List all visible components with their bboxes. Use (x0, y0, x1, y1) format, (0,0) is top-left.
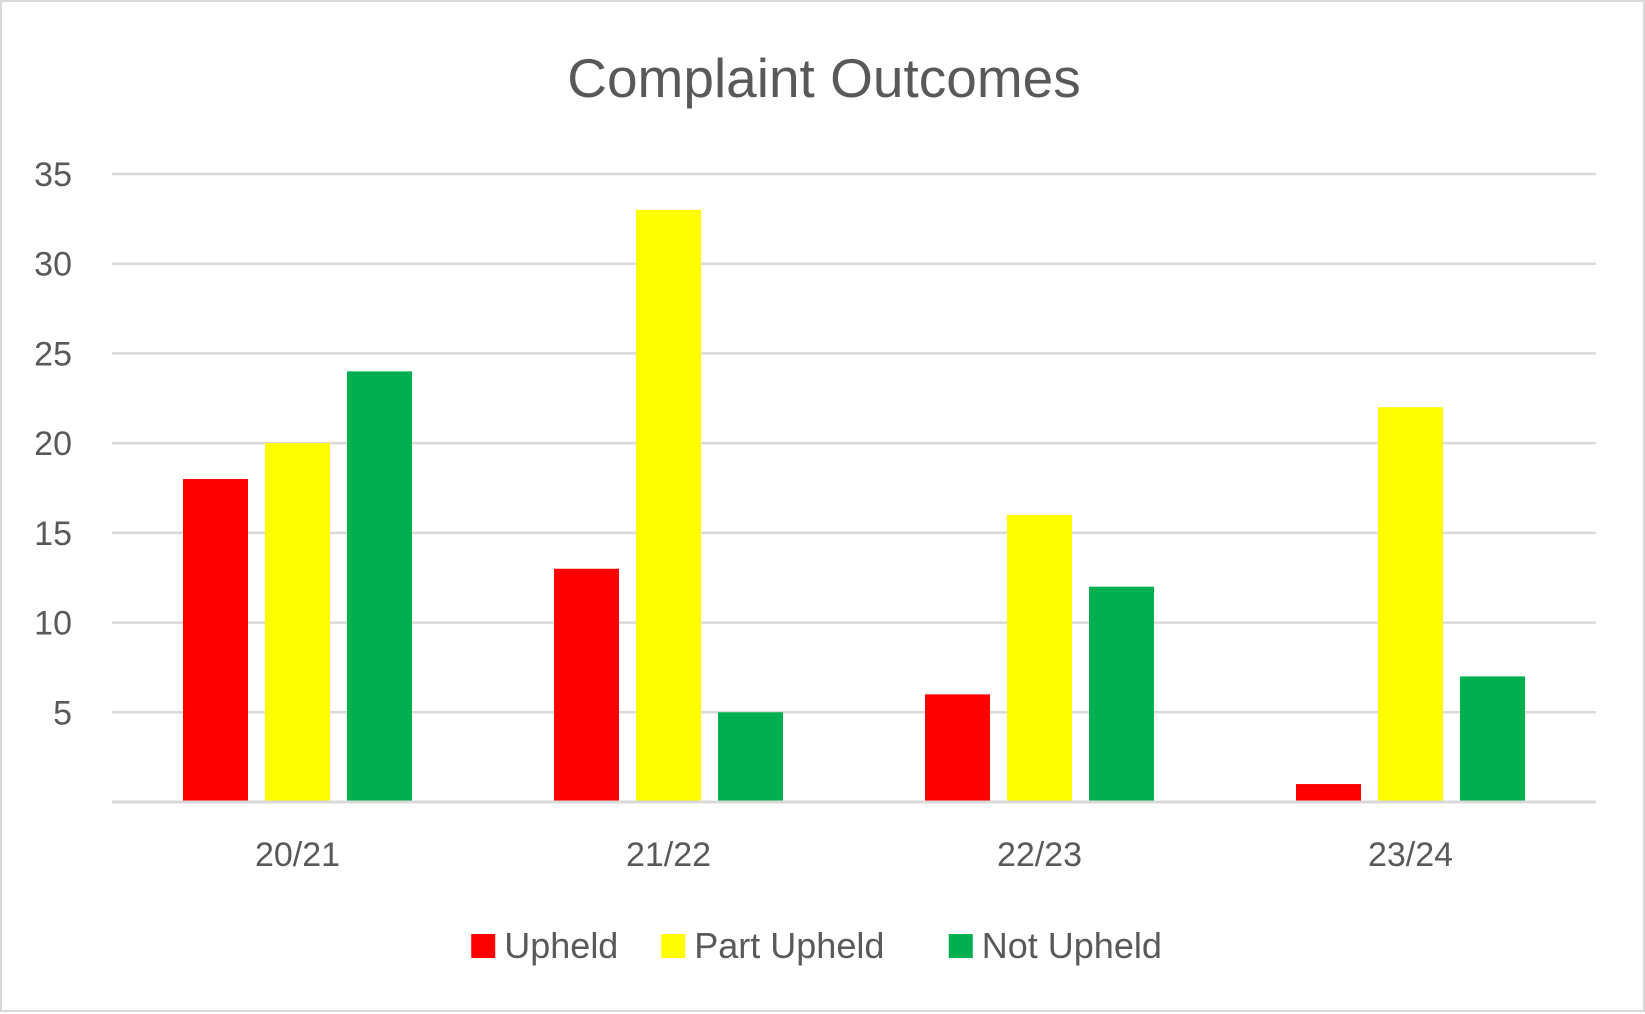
legend: Upheld Part Upheld Not Upheld (471, 925, 1162, 966)
legend-swatch (948, 934, 973, 958)
bar-upheld-1 (554, 568, 619, 802)
bar-part-upheld-2 (1007, 514, 1072, 802)
bar-not-upheld-3 (1460, 676, 1525, 802)
bar-part-upheld-1 (636, 209, 701, 802)
y-tick-label: 10 (34, 605, 72, 643)
legend-label: Part Upheld (694, 925, 884, 966)
bar-not-upheld-1 (718, 712, 783, 802)
x-tick-label: 20/21 (255, 836, 340, 874)
y-tick-label: 25 (34, 335, 72, 373)
chart-title: Complaint Outcomes (567, 47, 1081, 109)
bars (183, 209, 1525, 802)
y-tick-label: 20 (34, 425, 72, 463)
x-tick-label: 21/22 (626, 836, 711, 874)
y-tick-label: 35 (34, 156, 72, 194)
bar-part-upheld-3 (1378, 407, 1443, 802)
bar-not-upheld-0 (347, 371, 412, 802)
x-tick-label: 22/23 (997, 836, 1082, 874)
legend-label: Not Upheld (982, 925, 1162, 966)
legend-swatch (661, 934, 686, 958)
bar-upheld-0 (183, 479, 248, 802)
x-axis-ticks: 20/21 21/22 22/23 23/24 (255, 836, 1453, 874)
gridlines (112, 172, 1596, 714)
bar-upheld-2 (925, 694, 990, 802)
y-tick-label: 30 (34, 246, 72, 284)
y-tick-label: 5 (53, 694, 72, 732)
bar-not-upheld-2 (1089, 586, 1154, 802)
legend-item-upheld: Upheld (471, 925, 618, 966)
legend-label: Upheld (504, 925, 618, 966)
x-tick-label: 23/24 (1368, 836, 1453, 874)
legend-item-part-upheld: Part Upheld (661, 925, 884, 966)
y-tick-label: 15 (34, 515, 72, 553)
bar-upheld-3 (1296, 784, 1361, 802)
y-axis-ticks: 5 10 15 20 25 30 35 (34, 156, 72, 732)
legend-item-not-upheld: Not Upheld (948, 925, 1162, 966)
bar-part-upheld-0 (265, 443, 330, 802)
legend-swatch (471, 934, 496, 958)
